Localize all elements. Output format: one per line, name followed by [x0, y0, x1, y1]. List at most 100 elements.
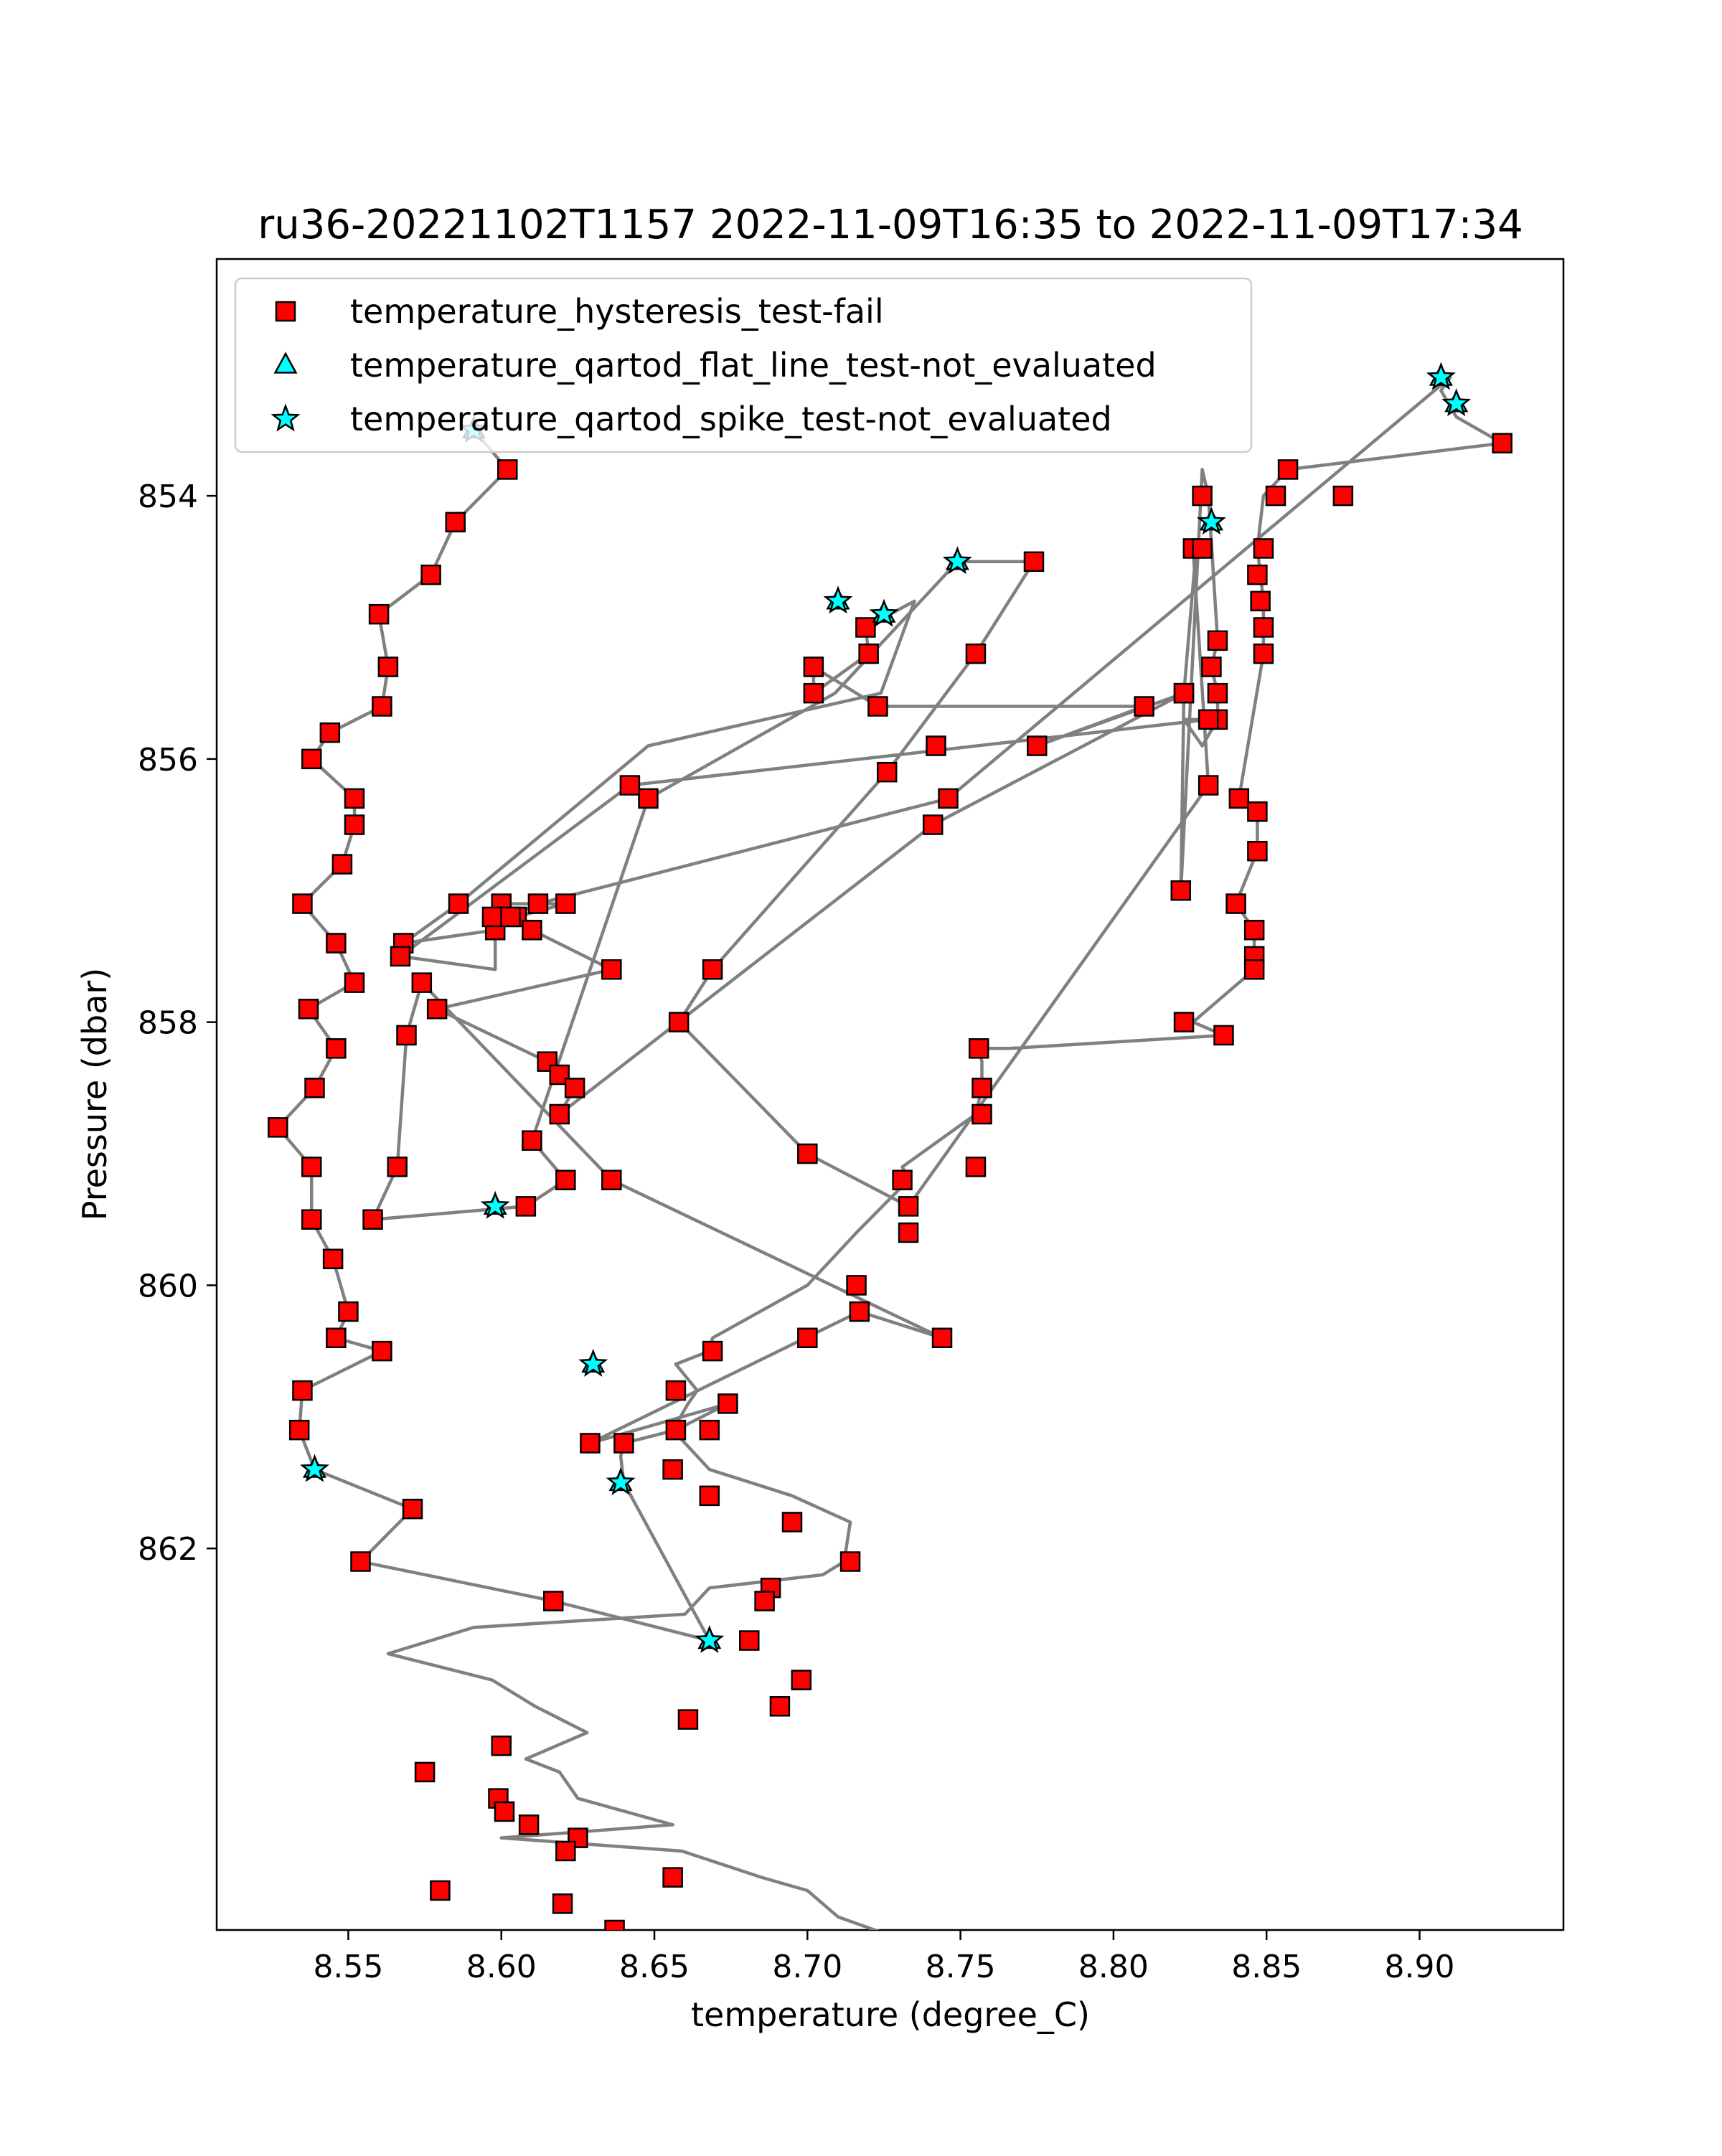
legend-label: temperature_hysteresis_test-fail — [350, 292, 884, 331]
data-point-hysteresis-fail — [965, 1157, 987, 1177]
data-point-hysteresis-fail — [739, 1630, 760, 1651]
data-point-hysteresis-fail — [965, 643, 987, 664]
data-point-hysteresis-fail — [699, 1485, 720, 1507]
data-point-hysteresis-fail — [430, 1880, 451, 1901]
x-tick-label: 8.55 — [313, 1949, 383, 1985]
data-point-spike-not-evaluated — [1196, 507, 1226, 535]
data-point-hysteresis-fail — [387, 1157, 408, 1177]
data-point-hysteresis-fail — [665, 1419, 687, 1441]
data-point-hysteresis-fail — [322, 1248, 344, 1269]
chart-title: ru36-20221102T1157 2022-11-09T16:35 to 2… — [258, 202, 1523, 248]
data-point-hysteresis-fail — [500, 906, 521, 928]
data-point-hysteresis-fail — [522, 920, 542, 941]
data-point-hysteresis-fail — [1192, 485, 1213, 507]
data-point-hysteresis-fail — [362, 1209, 383, 1230]
data-point-hysteresis-fail — [665, 1380, 687, 1401]
data-point-hysteresis-fail — [344, 814, 365, 835]
data-point-hysteresis-fail — [414, 1761, 436, 1783]
data-point-hysteresis-fail — [1198, 775, 1219, 796]
data-point-hysteresis-fail — [304, 1078, 325, 1098]
data-point-hysteresis-fail — [1170, 880, 1192, 901]
data-point-hysteresis-fail — [638, 788, 659, 809]
legend-label: temperature_qartod_spike_test-not_evalua… — [350, 400, 1112, 438]
y-tick-label: 862 — [138, 1531, 198, 1568]
data-point-hysteresis-fail — [1250, 590, 1271, 612]
data-point-hysteresis-fail — [1023, 551, 1045, 573]
data-point-hysteresis-fail — [702, 1340, 723, 1362]
data-point-hysteresis-fail — [344, 788, 365, 809]
data-point-hysteresis-fail — [1243, 920, 1265, 941]
data-point-hysteresis-fail — [791, 1670, 812, 1690]
data-point-hysteresis-fail — [849, 1301, 870, 1322]
x-tick-label: 8.90 — [1385, 1949, 1455, 1985]
data-point-hysteresis-fail — [898, 1196, 919, 1217]
data-point-hysteresis-fail — [1213, 1025, 1234, 1046]
data-point-hysteresis-fail — [1225, 893, 1246, 914]
data-point-hysteresis-fail — [555, 893, 576, 914]
data-point-hysteresis-fail — [527, 893, 549, 914]
data-point-hysteresis-fail — [338, 1301, 359, 1322]
data-point-hysteresis-fail — [1253, 617, 1274, 638]
y-tick-label: 856 — [138, 742, 198, 778]
data-point-hysteresis-fail — [522, 1130, 542, 1151]
legend: temperature_hysteresis_test-fail temperat… — [234, 277, 1253, 453]
data-point-hysteresis-fail — [1228, 788, 1250, 809]
data-point-hysteresis-fail — [552, 1893, 573, 1914]
x-tick-label: 8.60 — [466, 1949, 537, 1985]
data-point-hysteresis-fail — [601, 959, 622, 980]
data-point-hysteresis-fail — [350, 1551, 371, 1572]
data-point-hysteresis-fail — [931, 1327, 953, 1349]
data-point-hysteresis-fail — [292, 1380, 313, 1401]
data-point-hysteresis-fail — [298, 999, 319, 1020]
data-point-hysteresis-fail — [411, 972, 433, 993]
legend-marker-triangle — [273, 352, 298, 374]
data-point-hysteresis-fail — [268, 1117, 288, 1138]
data-point-hysteresis-fail — [331, 854, 353, 875]
data-point-hysteresis-fail — [1173, 1012, 1195, 1032]
data-point-hysteresis-fail — [867, 696, 888, 717]
data-point-hysteresis-fail — [481, 906, 503, 928]
data-point-hysteresis-fail — [292, 893, 313, 914]
data-point-hysteresis-fail — [754, 1591, 775, 1611]
data-point-hysteresis-fail — [372, 1340, 392, 1362]
data-point-hysteresis-fail — [426, 999, 448, 1020]
data-point-spike-not-evaluated — [1426, 362, 1456, 390]
data-point-hysteresis-fail — [420, 564, 441, 585]
data-point-spike-not-evaluated — [942, 546, 972, 575]
data-point-hysteresis-fail — [892, 1169, 913, 1190]
data-point-hysteresis-fail — [491, 1736, 512, 1756]
data-point-hysteresis-fail — [515, 1196, 537, 1217]
data-point-hysteresis-fail — [855, 617, 876, 638]
data-point-hysteresis-fail — [781, 1512, 803, 1533]
data-point-hysteresis-fail — [301, 1157, 322, 1177]
data-point-hysteresis-fail — [319, 722, 341, 743]
legend-box — [234, 277, 1253, 453]
data-point-hysteresis-fail — [1243, 959, 1265, 980]
data-point-hysteresis-fail — [555, 1840, 576, 1862]
data-point-hysteresis-fail — [288, 1419, 310, 1441]
data-point-hysteresis-fail — [580, 1433, 601, 1454]
data-point-hysteresis-fail — [718, 1393, 738, 1414]
data-point-spike-not-evaluated — [300, 1454, 329, 1482]
data-point-hysteresis-fail — [613, 1433, 634, 1454]
data-point-hysteresis-fail — [1173, 682, 1195, 704]
legend-marker-star — [270, 403, 301, 432]
data-point-hysteresis-fail — [1265, 485, 1286, 507]
data-point-hysteresis-fail — [876, 761, 898, 783]
data-point-hysteresis-fail — [677, 1709, 699, 1730]
data-point-hysteresis-fail — [858, 643, 879, 664]
y-tick-label: 854 — [138, 479, 198, 515]
data-point-hysteresis-fail — [390, 946, 411, 967]
data-point-hysteresis-fail — [368, 603, 390, 625]
data-point-hysteresis-fail — [372, 696, 392, 717]
data-point-hysteresis-fail — [702, 959, 723, 980]
data-point-hysteresis-fail — [604, 1919, 625, 1930]
data-point-hysteresis-fail — [1198, 709, 1219, 730]
data-point-hysteresis-fail — [497, 459, 518, 480]
data-point-hysteresis-fail — [543, 1591, 564, 1611]
data-point-hysteresis-fail — [1253, 538, 1274, 559]
data-point-hysteresis-fail — [494, 1801, 515, 1822]
data-point-hysteresis-fail — [1207, 630, 1228, 651]
data-point-hysteresis-fail — [448, 893, 469, 914]
